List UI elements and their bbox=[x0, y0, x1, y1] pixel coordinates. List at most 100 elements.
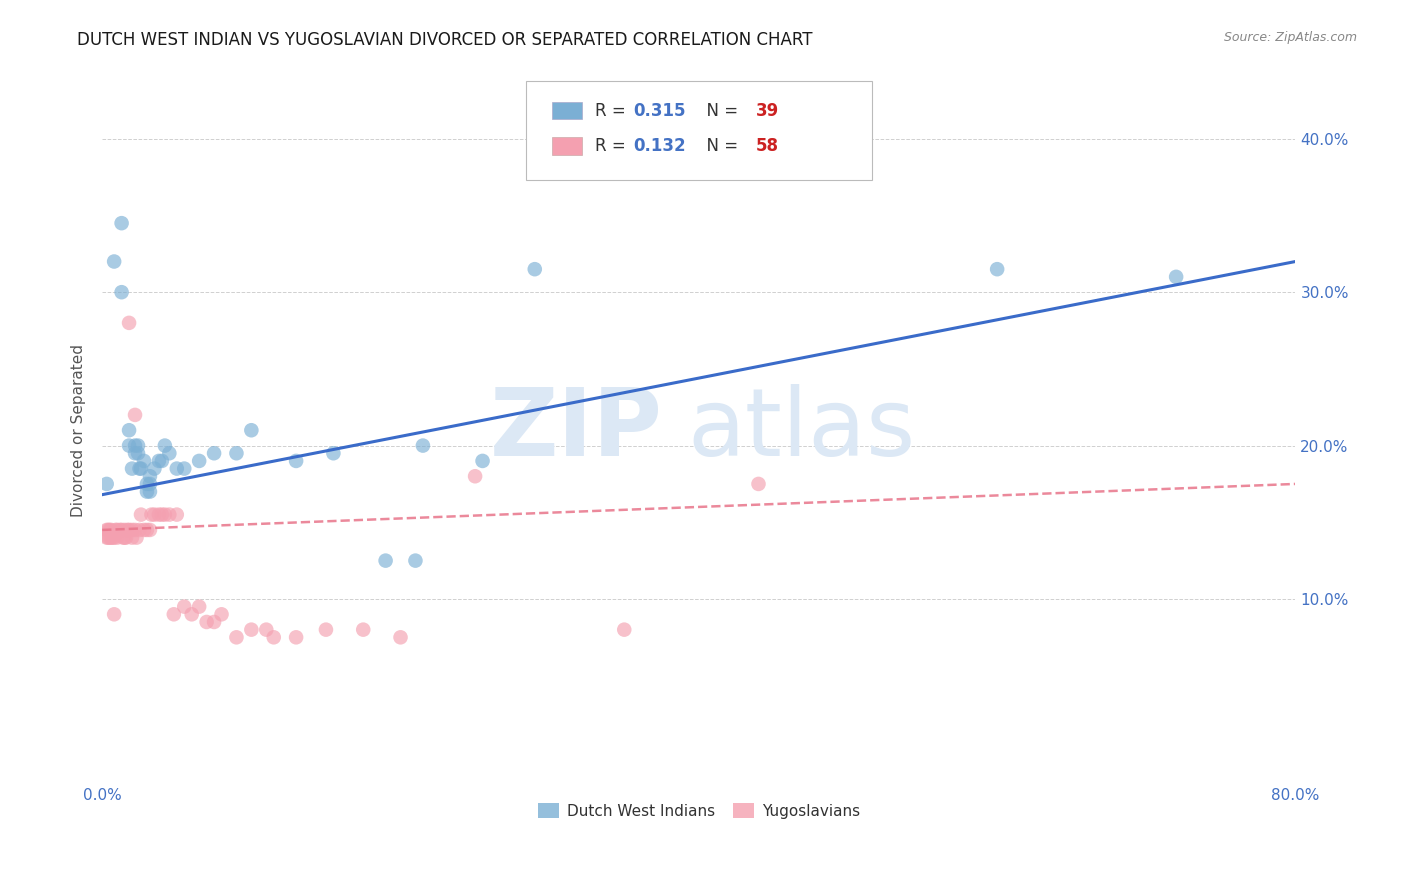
Point bbox=[471, 454, 494, 468]
Point bbox=[163, 607, 186, 622]
Point bbox=[202, 446, 225, 460]
Point bbox=[128, 523, 150, 537]
Point bbox=[139, 477, 162, 491]
Point bbox=[139, 484, 162, 499]
Point bbox=[124, 446, 146, 460]
Point bbox=[127, 446, 149, 460]
Point bbox=[136, 484, 159, 499]
Point bbox=[136, 477, 159, 491]
Point bbox=[139, 469, 162, 483]
Point bbox=[166, 461, 188, 475]
Point bbox=[173, 461, 195, 475]
Point bbox=[114, 523, 136, 537]
Point bbox=[103, 254, 125, 268]
Point bbox=[143, 508, 166, 522]
Y-axis label: Divorced or Separated: Divorced or Separated bbox=[72, 343, 86, 516]
Point bbox=[173, 599, 195, 614]
Point bbox=[125, 531, 148, 545]
Point bbox=[103, 531, 125, 545]
Point bbox=[136, 523, 159, 537]
Point bbox=[389, 630, 412, 644]
Point bbox=[404, 554, 426, 568]
Point bbox=[98, 523, 121, 537]
FancyBboxPatch shape bbox=[553, 102, 582, 120]
Point bbox=[1166, 269, 1188, 284]
Point bbox=[100, 531, 122, 545]
Point bbox=[322, 446, 344, 460]
Point bbox=[523, 262, 546, 277]
Point bbox=[150, 508, 173, 522]
Point bbox=[157, 508, 180, 522]
Point bbox=[96, 477, 118, 491]
Point bbox=[97, 531, 120, 545]
Text: 0.315: 0.315 bbox=[633, 102, 686, 120]
Point bbox=[128, 461, 150, 475]
Point bbox=[110, 523, 132, 537]
Text: DUTCH WEST INDIAN VS YUGOSLAVIAN DIVORCED OR SEPARATED CORRELATION CHART: DUTCH WEST INDIAN VS YUGOSLAVIAN DIVORCE… bbox=[77, 31, 813, 49]
Point bbox=[188, 454, 211, 468]
Point bbox=[97, 523, 120, 537]
Point bbox=[127, 439, 149, 453]
Point bbox=[132, 523, 155, 537]
Point bbox=[117, 523, 139, 537]
Point bbox=[352, 623, 374, 637]
Point bbox=[104, 523, 127, 537]
Point bbox=[114, 531, 136, 545]
Point bbox=[141, 508, 163, 522]
Point bbox=[96, 523, 118, 537]
Point bbox=[188, 599, 211, 614]
Point bbox=[121, 461, 143, 475]
Point bbox=[148, 454, 170, 468]
Point bbox=[96, 531, 118, 545]
Point bbox=[110, 216, 132, 230]
Point bbox=[263, 630, 285, 644]
Point bbox=[150, 454, 173, 468]
Point bbox=[202, 615, 225, 629]
Text: N =: N = bbox=[696, 136, 744, 155]
Point bbox=[225, 630, 247, 644]
Point bbox=[143, 461, 166, 475]
Point bbox=[240, 623, 263, 637]
Point bbox=[112, 531, 135, 545]
Text: R =: R = bbox=[595, 102, 631, 120]
Point bbox=[124, 523, 146, 537]
Text: 39: 39 bbox=[756, 102, 779, 120]
Point bbox=[121, 531, 143, 545]
Point bbox=[315, 623, 337, 637]
Text: R =: R = bbox=[595, 136, 631, 155]
Point bbox=[180, 607, 202, 622]
Point bbox=[211, 607, 233, 622]
Point bbox=[195, 615, 218, 629]
Text: 0.132: 0.132 bbox=[633, 136, 686, 155]
Point bbox=[139, 523, 162, 537]
Point bbox=[153, 508, 176, 522]
Point bbox=[98, 531, 121, 545]
Point bbox=[103, 607, 125, 622]
Point bbox=[240, 423, 263, 437]
Point bbox=[121, 523, 143, 537]
Text: ZIP: ZIP bbox=[491, 384, 664, 476]
Point bbox=[100, 523, 122, 537]
Point bbox=[285, 630, 308, 644]
Point bbox=[110, 285, 132, 300]
Point bbox=[613, 623, 636, 637]
Point bbox=[166, 508, 188, 522]
Point bbox=[118, 439, 141, 453]
Point bbox=[118, 423, 141, 437]
Point bbox=[108, 523, 131, 537]
Text: 58: 58 bbox=[756, 136, 779, 155]
Point bbox=[157, 446, 180, 460]
Text: N =: N = bbox=[696, 102, 744, 120]
Point bbox=[254, 623, 277, 637]
FancyBboxPatch shape bbox=[526, 81, 872, 180]
Point bbox=[153, 439, 176, 453]
Point bbox=[105, 531, 128, 545]
Point bbox=[105, 523, 128, 537]
Point bbox=[124, 439, 146, 453]
Point bbox=[101, 531, 124, 545]
Point bbox=[118, 316, 141, 330]
Point bbox=[124, 408, 146, 422]
Point bbox=[129, 461, 152, 475]
Point bbox=[374, 554, 396, 568]
Point bbox=[464, 469, 486, 483]
